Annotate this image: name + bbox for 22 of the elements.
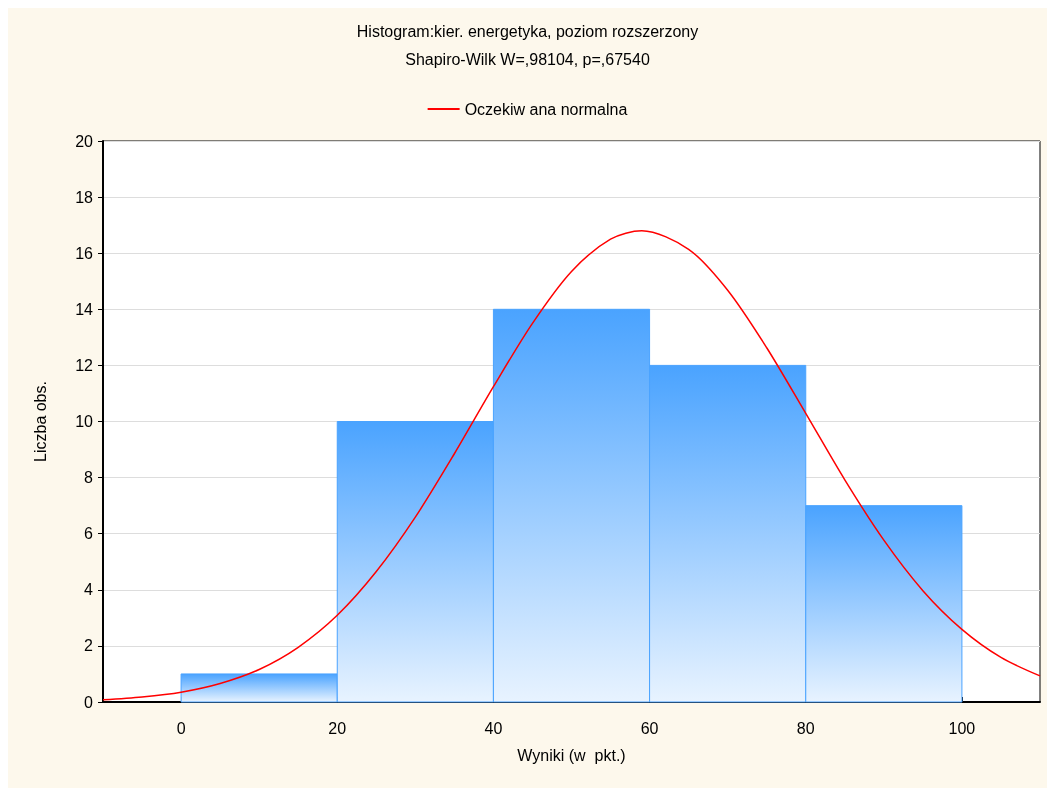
y-tick-label: 14 [75, 300, 94, 318]
chart-subtitle: Shapiro-Wilk W=,98104, p=,67540 [405, 50, 650, 68]
x-tick-label: 20 [328, 719, 347, 737]
legend-label: Oczekiw ana normalna [464, 100, 628, 118]
x-tick-label: 80 [796, 719, 815, 737]
x-tick-label: 0 [176, 719, 186, 737]
y-tick-label: 2 [84, 637, 94, 655]
x-tick-label: 40 [484, 719, 503, 737]
y-tick-label: 0 [84, 693, 94, 711]
y-tick-label: 18 [75, 188, 94, 206]
y-axis-title: Liczba obs. [31, 381, 49, 462]
chart-title: Histogram:kier. energetyka, poziom rozszerzony [356, 22, 699, 40]
y-tick-label: 10 [75, 413, 94, 430]
y-tick-label: 4 [84, 581, 94, 599]
y-tick-label: 6 [84, 525, 94, 543]
y-tick-label: 8 [84, 469, 94, 487]
y-tick-label: 12 [75, 356, 94, 374]
y-tick-label: 20 [75, 132, 94, 150]
x-tick-label: 60 [640, 719, 659, 737]
x-tick-label: 100 [948, 719, 976, 737]
x-axis-title: Wyniki (w pkt.) [517, 746, 626, 764]
y-tick-label: 16 [75, 244, 94, 262]
